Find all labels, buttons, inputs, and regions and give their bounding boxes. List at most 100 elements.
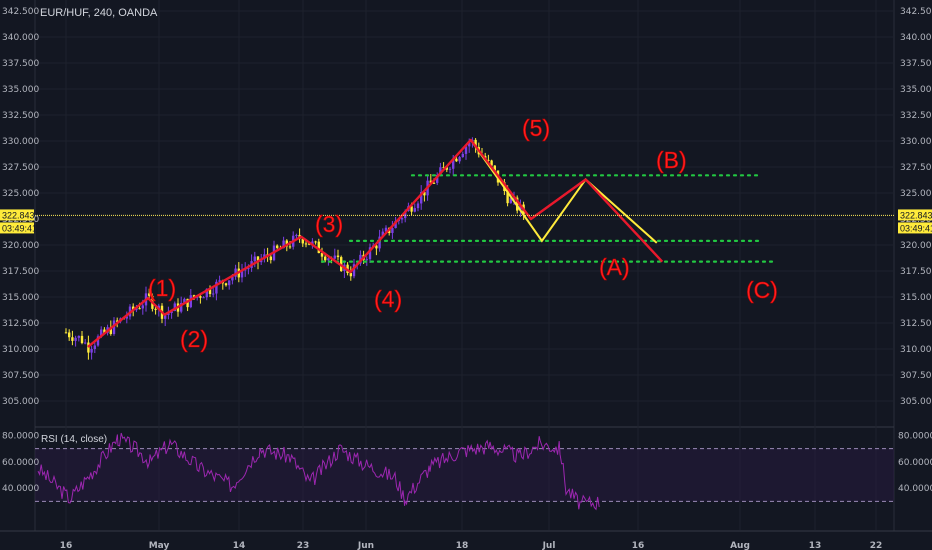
- candle-body: [336, 255, 340, 258]
- candle-body: [208, 288, 212, 294]
- candle-body: [183, 298, 186, 303]
- candle-body: [432, 182, 436, 184]
- candle-body: [269, 256, 272, 261]
- candle-body: [490, 160, 493, 166]
- y-tick-right: 312.500: [900, 319, 932, 329]
- candle-body: [74, 337, 77, 341]
- axis-ticks: 305.000 305.000 307.500 307.500 310.000 310.0…: [0, 7, 932, 550]
- support-levels: [320, 174, 775, 263]
- candle-body: [378, 236, 381, 249]
- candle-body: [506, 190, 509, 204]
- candle-body: [381, 231, 384, 237]
- wave-label: (A): [599, 254, 630, 280]
- candle-body: [448, 168, 452, 170]
- candle-body: [519, 204, 522, 211]
- candle-body: [132, 306, 135, 311]
- candle-body: [413, 208, 416, 212]
- candle-body: [282, 240, 285, 249]
- y-tick-right: 305.000: [900, 397, 932, 407]
- rsi-tick-left: 60.0000: [2, 458, 39, 468]
- price-badge-left-text: 322.843: [2, 210, 35, 220]
- wave-label: (5): [522, 115, 550, 141]
- candle-body: [202, 297, 205, 299]
- candle-body: [253, 256, 256, 262]
- candle-body: [458, 157, 461, 162]
- y-tick-left: 342.500: [2, 7, 39, 17]
- candle-body: [180, 302, 183, 312]
- candle-body: [199, 296, 202, 298]
- y-tick-left: 315.000: [2, 293, 39, 303]
- timer-badge-left: [0, 222, 34, 234]
- y-tick-left: 330.000: [2, 137, 39, 147]
- y-tick-right: 342.500: [900, 7, 932, 17]
- x-tick: 14: [233, 541, 246, 550]
- y-tick-right: 310.000: [900, 345, 932, 355]
- candle-body: [429, 180, 432, 183]
- y-tick-left: 317.500: [2, 267, 39, 277]
- rsi-tick-right: 60.0000: [898, 458, 932, 468]
- candle-body: [304, 243, 308, 245]
- candle-body: [218, 280, 221, 282]
- candle-body: [109, 327, 112, 334]
- candle-body: [468, 142, 471, 147]
- candle-body: [125, 316, 128, 319]
- y-tick-right: 332.500: [900, 111, 932, 121]
- rsi-tick-left: 80.0000: [2, 431, 39, 441]
- timer-badge-right: [898, 222, 932, 234]
- y-tick-right: 315.000: [900, 293, 932, 303]
- y-tick-right: 320.000: [900, 241, 932, 251]
- x-tick: May: [149, 541, 170, 550]
- candle-body: [391, 228, 394, 233]
- candle-body: [420, 192, 423, 204]
- y-tick-right: 330.000: [900, 137, 932, 147]
- candle-body: [365, 259, 368, 261]
- y-tick-right: 325.000: [900, 189, 932, 199]
- rsi-title: RSI (14, close): [41, 434, 108, 445]
- wave-labels: (1)(2) (3) (4) (5) (A) (B) (C): [148, 115, 779, 353]
- candle-body: [215, 281, 218, 294]
- candle-body: [416, 203, 420, 209]
- candle-body: [324, 256, 327, 261]
- candle-body: [404, 210, 407, 219]
- rsi-tick-right: 80.0000: [898, 431, 932, 441]
- rsi-tick-right: 40.0000: [898, 484, 932, 494]
- candle-body: [394, 220, 397, 229]
- wave-label: (1): [148, 275, 176, 301]
- candle-body: [224, 283, 228, 286]
- candle-body: [276, 245, 279, 248]
- candle-body: [103, 329, 106, 333]
- y-tick-left: 320.000: [2, 241, 39, 251]
- timer-badge-right-text: 03:49:41: [900, 223, 932, 233]
- candle-body: [231, 276, 234, 281]
- y-tick-left: 307.500: [2, 371, 39, 381]
- rsi-line: [37, 432, 600, 511]
- candle-body: [423, 192, 426, 196]
- wave-label: (2): [180, 326, 208, 352]
- y-tick-right: 335.000: [900, 85, 932, 95]
- candle-body: [154, 308, 157, 310]
- price-badge-right: [898, 209, 932, 221]
- candle-body: [359, 254, 362, 264]
- candle-body: [71, 337, 74, 341]
- candle-body: [240, 270, 244, 278]
- candle-body: [314, 241, 317, 243]
- candle-body: [493, 165, 496, 171]
- y-tick-left: 332.500: [2, 111, 39, 121]
- candle-body: [96, 336, 100, 346]
- candle-body: [138, 308, 141, 310]
- candle-body: [474, 139, 477, 148]
- y-tick-right: 317.500: [900, 267, 932, 277]
- candle-body: [410, 206, 413, 212]
- price-badge-right-text: 322.843: [900, 210, 932, 220]
- candle-body: [327, 258, 330, 261]
- candle-body: [256, 256, 260, 263]
- x-tick: 16: [60, 541, 73, 550]
- candle-body: [384, 227, 388, 232]
- candle-body: [173, 303, 176, 312]
- candle-body: [80, 335, 84, 344]
- candle-body: [234, 268, 237, 277]
- candle-body: [288, 246, 292, 248]
- candle-body: [205, 288, 208, 298]
- corrective-projection-line: [469, 139, 658, 244]
